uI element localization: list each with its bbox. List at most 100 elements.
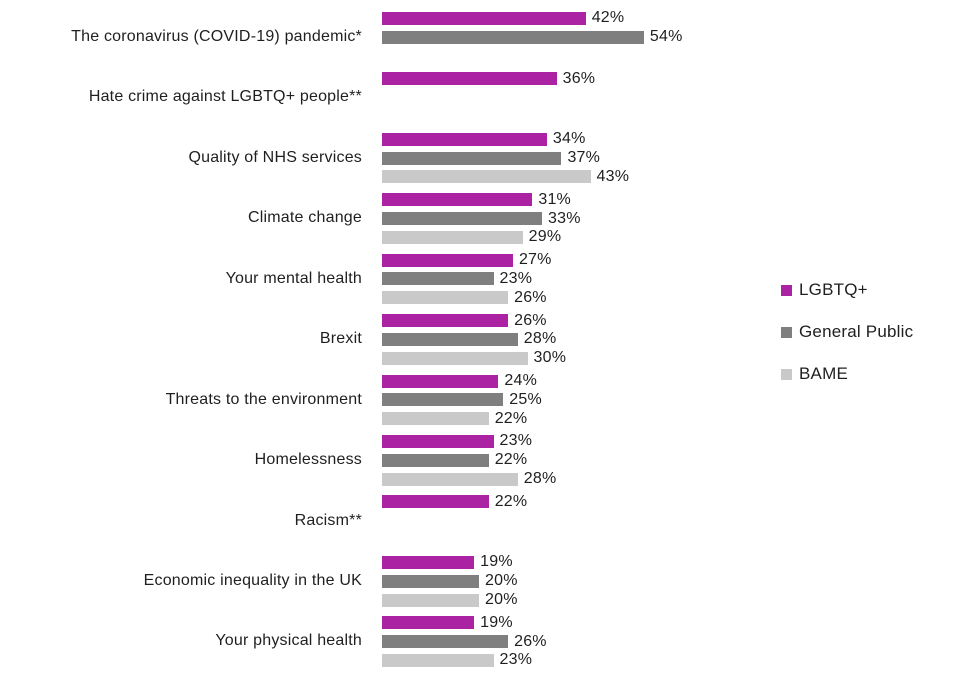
bar-line-general-public xyxy=(382,511,527,530)
bar-line-bame: 43% xyxy=(382,168,629,187)
bar-line-bame: 20% xyxy=(382,591,518,610)
bar-group: 26% 28% 30% xyxy=(382,311,566,368)
value-label: 24% xyxy=(504,372,538,389)
category-label: Economic inequality in the UK xyxy=(143,571,362,589)
bar-line-lgbtq: 34% xyxy=(382,130,629,149)
bar-bame xyxy=(382,653,494,667)
value-label: 19% xyxy=(480,553,513,571)
bar-line-lgbtq: 36% xyxy=(382,69,595,88)
value-label: 23% xyxy=(499,432,533,450)
legend-label-bame: BAME xyxy=(799,364,848,383)
bar-bame xyxy=(382,412,489,426)
bar-line-lgbtq: 26% xyxy=(382,311,566,330)
category-row-quality-of-nhs-services: Quality of NHS services 34% 37% 43% xyxy=(0,128,968,188)
value-label: 23% xyxy=(499,269,533,287)
bar-group: 22% xyxy=(382,492,527,549)
bar-line-general-public: 20% xyxy=(382,572,518,591)
legend-swatch-lgbtq xyxy=(781,284,792,296)
bar-general-public xyxy=(382,574,479,588)
value-label: 25% xyxy=(509,390,542,408)
bar-group: 24% 25% 22% xyxy=(382,372,542,429)
bar-general-public xyxy=(382,453,489,467)
bar-lgbtq xyxy=(382,314,509,328)
bar-general-public xyxy=(382,30,644,44)
bar-line-general-public: 33% xyxy=(382,209,581,228)
bar-line-lgbtq: 27% xyxy=(382,251,552,270)
category-row-threats-to-the-environment: Threats to the environment 24% 25% 22% xyxy=(0,370,968,430)
category-row-homelessness: Homelessness 23% 22% 28% xyxy=(0,430,968,490)
category-label: Homelessness xyxy=(254,451,362,469)
bar-line-general-public: 28% xyxy=(382,330,566,349)
bar-lgbtq xyxy=(382,555,475,569)
value-label: 30% xyxy=(533,349,567,367)
bar-lgbtq xyxy=(382,495,489,509)
bar-line-lgbtq: 31% xyxy=(382,190,581,209)
bar-line-lgbtq: 19% xyxy=(382,553,518,572)
bar-line-lgbtq: 42% xyxy=(382,9,683,28)
bar-line-general-public: 22% xyxy=(382,451,556,470)
category-label: Threats to the environment xyxy=(165,390,362,408)
value-label: 27% xyxy=(518,251,552,269)
category-row-your-mental-health: Your mental health 27% 23% 26% xyxy=(0,249,968,309)
category-label: Quality of NHS services xyxy=(188,148,362,166)
legend-swatch-bame xyxy=(781,368,792,380)
bar-line-lgbtq: 24% xyxy=(382,372,542,391)
value-label: 29% xyxy=(528,228,562,246)
legend-swatch-general-public xyxy=(781,326,792,338)
value-label: 19% xyxy=(480,613,513,631)
bar-line-bame: 29% xyxy=(382,228,581,247)
bar-lgbtq xyxy=(382,72,557,86)
bar-lgbtq xyxy=(382,11,586,25)
bar-line-bame: 22% xyxy=(382,409,542,428)
bar-line-bame xyxy=(382,47,683,66)
bar-bame xyxy=(382,593,479,607)
legend-item-lgbtq: LGBTQ+ xyxy=(781,276,913,304)
value-label: 26% xyxy=(514,311,547,329)
bar-bame xyxy=(382,472,518,486)
bar-general-public xyxy=(382,151,562,165)
value-label: 23% xyxy=(499,651,533,669)
value-label: 22% xyxy=(494,492,528,510)
category-label: Climate change xyxy=(248,209,362,227)
bar-lgbtq xyxy=(382,374,499,388)
value-label: 26% xyxy=(514,288,547,306)
value-label: 22% xyxy=(494,451,528,469)
bar-line-general-public: 37% xyxy=(382,149,629,168)
bar-line-lgbtq: 23% xyxy=(382,432,556,451)
category-label: Racism** xyxy=(294,511,362,529)
legend-item-bame: BAME xyxy=(781,360,913,388)
bar-line-general-public: 25% xyxy=(382,390,542,409)
bar-group: 19% 26% 23% xyxy=(382,613,547,670)
value-label: 20% xyxy=(485,572,518,590)
bar-group: 36% xyxy=(382,69,595,126)
category-label: Brexit xyxy=(319,330,362,348)
category-label: Your mental health xyxy=(225,269,362,287)
value-label: 37% xyxy=(567,149,601,167)
bar-lgbtq xyxy=(382,193,533,207)
bar-line-general-public: 26% xyxy=(382,632,547,651)
category-label: Your physical health xyxy=(215,632,362,650)
bar-line-bame: 26% xyxy=(382,288,552,307)
bar-bame xyxy=(382,291,509,305)
legend: LGBTQ+ General Public BAME xyxy=(781,276,913,402)
bar-line-bame xyxy=(382,107,595,126)
bar-bame xyxy=(382,170,591,184)
value-label: 54% xyxy=(649,28,683,46)
value-label: 34% xyxy=(552,130,586,148)
value-label: 31% xyxy=(538,190,571,208)
category-label: The coronavirus (COVID-19) pandemic* xyxy=(71,28,362,46)
bar-line-bame: 28% xyxy=(382,470,556,489)
bar-group: 31% 33% 29% xyxy=(382,190,581,247)
legend-item-general-public: General Public xyxy=(781,318,913,346)
value-label: 42% xyxy=(591,9,625,27)
bar-group: 34% 37% 43% xyxy=(382,130,629,187)
value-label: 28% xyxy=(523,330,557,348)
value-label: 28% xyxy=(523,470,557,488)
bar-group: 27% 23% 26% xyxy=(382,251,552,308)
category-row-brexit: Brexit 26% 28% 30% xyxy=(0,309,968,369)
bar-general-public xyxy=(382,212,543,226)
bar-general-public xyxy=(382,332,518,346)
bar-group: 19% 20% 20% xyxy=(382,553,518,610)
category-label: Hate crime against LGBTQ+ people** xyxy=(88,88,362,106)
